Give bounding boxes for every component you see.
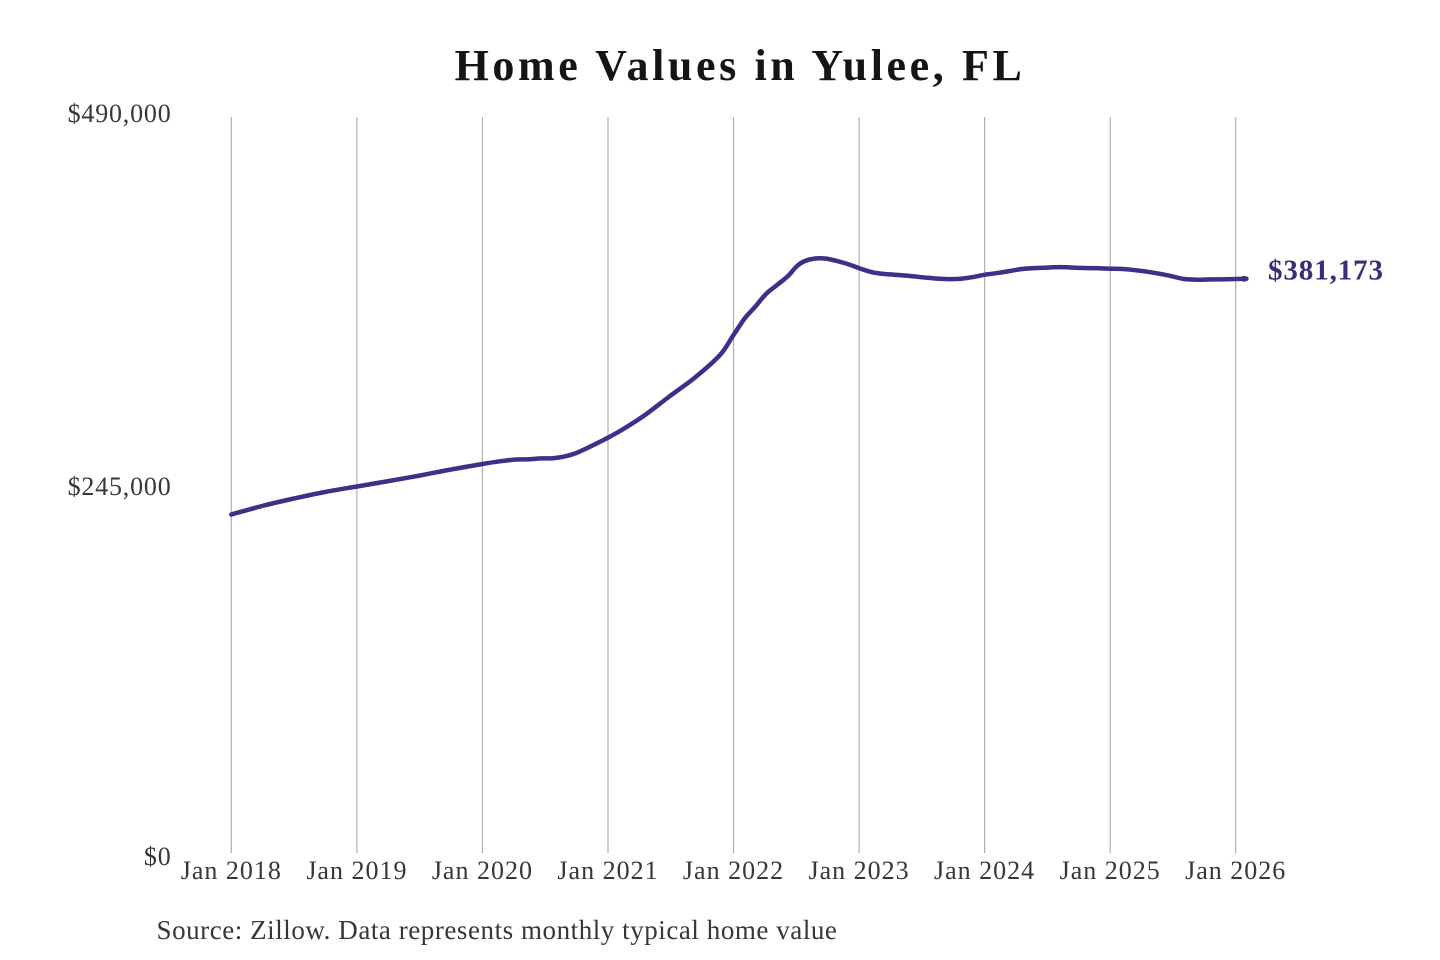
svg-text:$245,000: $245,000 bbox=[68, 472, 172, 501]
svg-text:$0: $0 bbox=[144, 842, 172, 871]
svg-text:Jan 2026: Jan 2026 bbox=[1185, 856, 1286, 885]
svg-text:Jan 2021: Jan 2021 bbox=[557, 856, 658, 885]
svg-text:Jan 2022: Jan 2022 bbox=[683, 856, 784, 885]
svg-text:Source: Zillow. Data represent: Source: Zillow. Data represents monthly … bbox=[157, 915, 838, 945]
svg-text:$381,173: $381,173 bbox=[1268, 255, 1384, 287]
svg-text:Jan 2018: Jan 2018 bbox=[181, 856, 282, 885]
svg-text:Jan 2023: Jan 2023 bbox=[809, 856, 910, 885]
svg-text:Jan 2019: Jan 2019 bbox=[306, 856, 407, 885]
svg-text:$490,000: $490,000 bbox=[68, 99, 172, 128]
svg-text:Jan 2020: Jan 2020 bbox=[432, 856, 533, 885]
svg-text:Jan 2025: Jan 2025 bbox=[1060, 856, 1161, 885]
svg-text:Home Values in Yulee, FL: Home Values in Yulee, FL bbox=[455, 41, 1026, 90]
svg-text:Jan 2024: Jan 2024 bbox=[934, 856, 1035, 885]
